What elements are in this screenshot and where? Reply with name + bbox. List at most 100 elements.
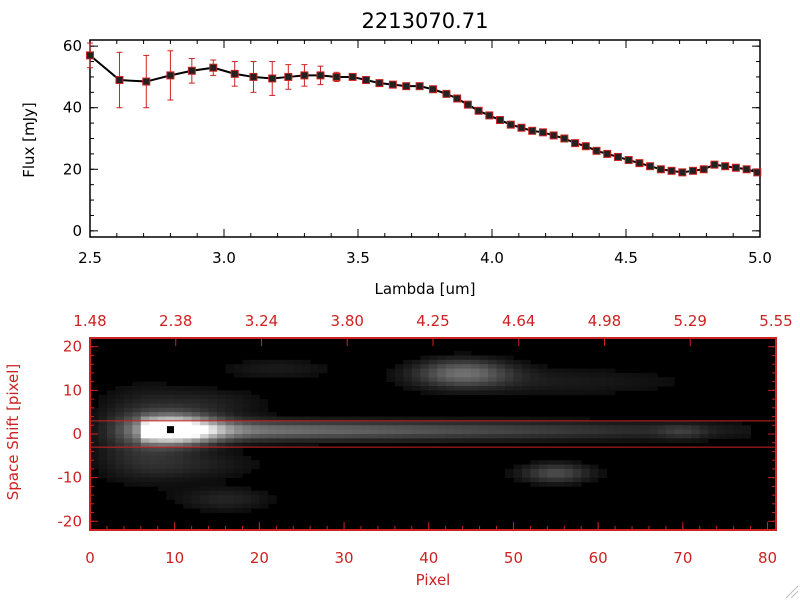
image-pixel bbox=[369, 429, 379, 435]
image-pixel bbox=[530, 364, 540, 369]
image-pixel bbox=[284, 429, 294, 435]
image-pixel bbox=[606, 434, 616, 439]
image-pixel bbox=[632, 372, 641, 378]
image-x-axis-label: Pixel bbox=[416, 571, 451, 589]
image-pixel bbox=[90, 442, 99, 448]
image-pixel bbox=[208, 490, 218, 496]
image-pixel bbox=[555, 429, 565, 435]
image-pixel bbox=[208, 420, 218, 426]
data-point bbox=[699, 165, 708, 174]
image-pixel bbox=[513, 434, 523, 439]
image-pixel bbox=[504, 473, 514, 479]
image-pixel bbox=[564, 464, 574, 470]
y-tick-label: 0 bbox=[72, 222, 82, 240]
image-pixel bbox=[208, 425, 218, 431]
image-pixel bbox=[233, 438, 243, 444]
image-pixel bbox=[267, 420, 277, 426]
image-pixel bbox=[200, 390, 209, 396]
image-pixel bbox=[691, 438, 701, 444]
image-pixel bbox=[682, 429, 692, 435]
image-pixel bbox=[267, 416, 277, 422]
image-pixel bbox=[157, 473, 167, 479]
image-pixel bbox=[149, 482, 159, 487]
image-pixel bbox=[140, 473, 150, 479]
image-pixel bbox=[733, 420, 743, 426]
image-pixel bbox=[530, 416, 540, 422]
image-pixel bbox=[555, 473, 565, 479]
image-pixel bbox=[233, 434, 243, 439]
image-pixel bbox=[513, 416, 523, 422]
image-pixel bbox=[606, 420, 616, 426]
image-pixel bbox=[623, 372, 633, 378]
image-pixel bbox=[462, 434, 472, 439]
image-pixel bbox=[538, 416, 548, 422]
image-pixel bbox=[496, 364, 506, 369]
image-pixel bbox=[183, 468, 193, 474]
image-pixel bbox=[555, 482, 565, 487]
image-pixel bbox=[250, 368, 260, 374]
image-pixel bbox=[589, 473, 599, 479]
image-pixel bbox=[191, 495, 201, 500]
image-pixel bbox=[217, 482, 226, 487]
resize-grip-icon[interactable] bbox=[785, 585, 799, 599]
image-pixel bbox=[632, 420, 641, 426]
image-pixel bbox=[233, 495, 243, 500]
image-pixel bbox=[555, 368, 565, 374]
image-pixel bbox=[581, 473, 591, 479]
image-pixel bbox=[504, 438, 514, 444]
image-pixel bbox=[217, 403, 226, 409]
image-pixel bbox=[293, 434, 303, 439]
image-pixel bbox=[318, 434, 328, 439]
image-pixel bbox=[225, 455, 235, 461]
image-pixel bbox=[250, 420, 260, 426]
image-pixel bbox=[217, 438, 226, 444]
image-pixel bbox=[217, 464, 226, 470]
image-pixel bbox=[530, 429, 540, 435]
image-pixel bbox=[242, 364, 252, 369]
pixel-tick-label: 50 bbox=[504, 549, 523, 567]
image-pixel bbox=[488, 438, 497, 444]
image-pixel bbox=[581, 386, 591, 391]
image-pixel bbox=[598, 473, 608, 479]
image-pixel bbox=[742, 425, 751, 431]
image-pixel bbox=[640, 372, 650, 378]
image-pixel bbox=[403, 425, 413, 431]
image-pixel bbox=[250, 499, 260, 505]
image-pixel bbox=[250, 442, 260, 448]
image-pixel bbox=[521, 372, 531, 378]
spectrum-x-axis-label: Lambda [um] bbox=[375, 280, 476, 298]
data-point bbox=[402, 82, 411, 91]
image-pixel bbox=[225, 464, 235, 470]
image-pixel bbox=[200, 403, 209, 409]
image-pixel bbox=[488, 372, 497, 378]
image-pixel bbox=[157, 386, 167, 391]
image-pixel bbox=[699, 420, 709, 426]
image-pixel bbox=[200, 508, 209, 513]
image-pixel bbox=[157, 399, 167, 404]
pixel-tick-label: 30 bbox=[335, 549, 354, 567]
image-pixel bbox=[555, 386, 565, 391]
image-pixel bbox=[327, 425, 337, 431]
image-pixel bbox=[191, 412, 201, 417]
image-pixel bbox=[259, 412, 269, 417]
image-pixel bbox=[564, 434, 574, 439]
image-pixel bbox=[157, 442, 167, 448]
image-pixel bbox=[589, 425, 599, 431]
image-pixel bbox=[572, 482, 582, 487]
image-pixel bbox=[208, 403, 218, 409]
image-pixel bbox=[233, 399, 243, 404]
image-pixel bbox=[132, 473, 142, 479]
image-pixel bbox=[115, 399, 125, 404]
image-pixel bbox=[428, 386, 438, 391]
image-pixel bbox=[217, 468, 226, 474]
image-pixel bbox=[90, 451, 99, 457]
image-pixel bbox=[606, 372, 616, 378]
image-pixel bbox=[403, 364, 413, 369]
image-pixel bbox=[191, 420, 201, 426]
image-pixel bbox=[233, 368, 243, 374]
image-pixel bbox=[640, 434, 650, 439]
image-pixel bbox=[581, 420, 591, 426]
image-pixel bbox=[471, 390, 480, 396]
image-pixel bbox=[445, 355, 455, 361]
